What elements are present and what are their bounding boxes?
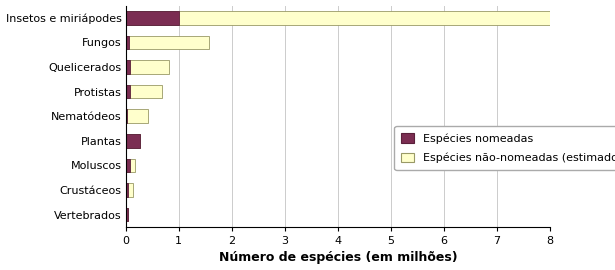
Bar xyxy=(125,85,130,98)
X-axis label: Número de espécies (em milhões): Número de espécies (em milhões) xyxy=(218,251,457,264)
Bar xyxy=(125,36,209,49)
Bar xyxy=(125,159,130,172)
Bar xyxy=(125,208,128,221)
Bar xyxy=(125,134,140,148)
Bar xyxy=(125,60,169,74)
Bar xyxy=(125,134,140,148)
Bar xyxy=(125,183,133,197)
Bar xyxy=(125,11,550,25)
Bar xyxy=(125,11,179,25)
Bar xyxy=(125,36,129,49)
Bar xyxy=(125,109,127,123)
Bar xyxy=(125,85,162,98)
Bar xyxy=(125,60,130,74)
Legend: Espécies nomeadas, Espécies não-nomeadas (estimado): Espécies nomeadas, Espécies não-nomeadas… xyxy=(394,126,615,170)
Bar xyxy=(125,109,148,123)
Bar xyxy=(125,183,128,197)
Bar xyxy=(125,208,128,221)
Bar xyxy=(125,159,135,172)
